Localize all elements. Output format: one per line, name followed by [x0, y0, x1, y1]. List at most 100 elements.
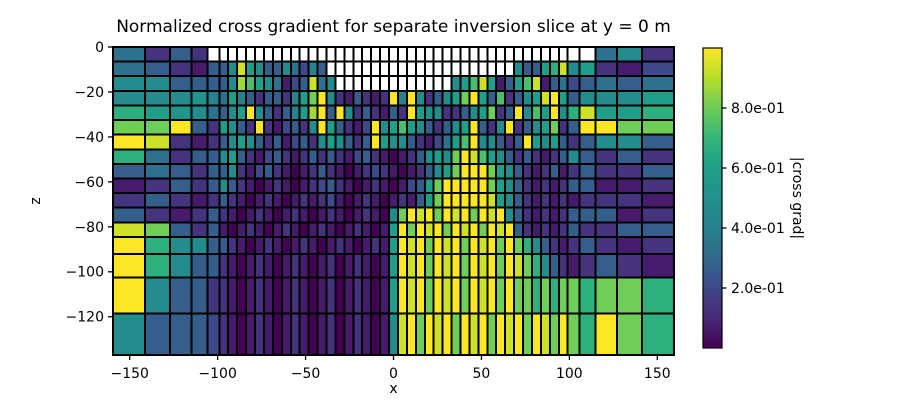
mesh-cell [245, 104, 257, 122]
mesh-cell [441, 192, 453, 209]
mesh-cell [548, 46, 560, 63]
mesh-cell [271, 221, 283, 238]
mesh-cell [325, 276, 337, 315]
mesh-cell [316, 75, 328, 92]
mesh-cell [578, 75, 597, 92]
mesh-cell [370, 192, 382, 209]
mesh-cell [206, 60, 221, 78]
mesh-cell [307, 235, 319, 255]
mesh-cell [352, 206, 364, 224]
mesh-cell [190, 162, 209, 180]
mesh-cell [245, 177, 257, 195]
mesh-cell [432, 162, 444, 180]
mesh-cell [414, 162, 426, 180]
mesh-cell [379, 162, 391, 180]
mesh-cell [495, 177, 507, 195]
mesh-cell [218, 252, 230, 279]
mesh-cell [441, 252, 453, 279]
mesh-cell [548, 276, 560, 315]
mesh-cell [190, 104, 209, 122]
mesh-cell [352, 104, 364, 122]
mesh-cell [388, 60, 399, 78]
mesh-cell [316, 104, 328, 122]
mesh-cell [352, 276, 364, 315]
mesh-cell [169, 148, 193, 165]
mesh-cell [307, 192, 319, 209]
mesh-cell [379, 221, 391, 238]
mesh-cell [486, 60, 498, 78]
mesh-cell [594, 235, 618, 255]
mesh-cell [513, 206, 525, 224]
mesh-cell [245, 148, 257, 165]
mesh-cell [513, 60, 525, 78]
mesh-cell [477, 46, 489, 63]
mesh-cell [504, 162, 516, 180]
mesh-cell [280, 60, 292, 78]
mesh-cell [513, 276, 525, 315]
mesh-cell [459, 46, 471, 63]
mesh-cell [441, 312, 453, 357]
mesh-cell [280, 221, 292, 238]
mesh-cell [144, 221, 172, 238]
mesh-cell [441, 46, 453, 63]
mesh-cell [343, 206, 355, 224]
mesh-cell [477, 252, 489, 279]
mesh-cell [486, 119, 498, 136]
mesh-cell [379, 60, 391, 78]
mesh-cell [450, 148, 462, 165]
mesh-cell [557, 133, 569, 151]
mesh-cell [459, 276, 471, 315]
mesh-cell [566, 60, 581, 78]
mesh-cell [423, 60, 435, 78]
mesh-cell [594, 133, 618, 151]
mesh-cell [218, 235, 230, 255]
mesh-cell [245, 221, 257, 238]
mesh-cell [289, 60, 301, 78]
mesh-cell [334, 235, 346, 255]
mesh-cell [566, 46, 581, 63]
mesh-cell [548, 221, 560, 238]
mesh-cell [615, 192, 643, 209]
mesh-cell [557, 221, 569, 238]
mesh-cell [432, 75, 444, 92]
mesh-cell [325, 312, 337, 357]
mesh-cell [334, 276, 346, 315]
mesh-cell [388, 192, 399, 209]
mesh-cell [388, 252, 399, 279]
mesh-cell [206, 312, 221, 357]
mesh-cell [361, 104, 373, 122]
mesh-cell [236, 60, 248, 78]
mesh-cell [548, 75, 560, 92]
mesh-cell [640, 235, 676, 255]
mesh-cell [112, 162, 147, 180]
mesh-cell [423, 221, 435, 238]
mesh-cell [343, 119, 355, 136]
mesh-cell [640, 60, 676, 78]
mesh-cell [405, 177, 417, 195]
mesh-cell [578, 162, 597, 180]
mesh-cell [325, 60, 337, 78]
mesh-cell [578, 192, 597, 209]
mesh-cell [477, 235, 489, 255]
mesh-cell [325, 75, 337, 92]
mesh-cell [530, 252, 542, 279]
mesh-cell [307, 221, 319, 238]
mesh-cell [548, 312, 560, 357]
mesh-cell [361, 206, 373, 224]
mesh-cell [334, 60, 346, 78]
mesh-cell [254, 60, 265, 78]
mesh-cell [190, 119, 209, 136]
mesh-cell [441, 60, 453, 78]
mesh-cell [495, 276, 507, 315]
mesh-cell [370, 252, 382, 279]
mesh-cell [280, 177, 292, 195]
mesh-cell [271, 46, 283, 63]
mesh-cell [316, 177, 328, 195]
mesh-cell [504, 75, 516, 92]
mesh-cell [441, 133, 453, 151]
mesh-cell [379, 192, 391, 209]
mesh-cell [441, 148, 453, 165]
mesh-cell [468, 206, 480, 224]
mesh-cell [459, 252, 471, 279]
mesh-cell [254, 162, 265, 180]
